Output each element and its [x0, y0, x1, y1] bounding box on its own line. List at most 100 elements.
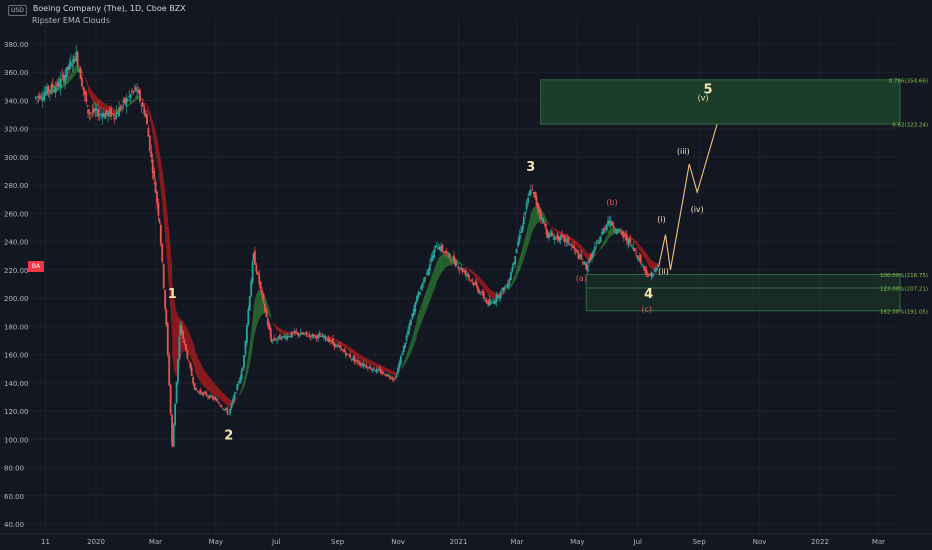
- ema-cloud-segment: [523, 236, 526, 260]
- candle-body: [644, 266, 646, 271]
- y-tick-label: 200.00: [4, 295, 29, 303]
- candle-body: [248, 296, 251, 311]
- candle-body: [522, 216, 525, 225]
- ema-cloud-segment: [121, 108, 124, 111]
- ema-cloud-segment: [191, 338, 194, 364]
- indicator-name[interactable]: Ripster EMA Clouds: [32, 16, 110, 25]
- candle-body: [498, 296, 501, 298]
- ema-cloud-segment: [112, 107, 114, 114]
- ema-cloud-segment: [274, 323, 276, 329]
- y-tick-label: 260.00: [4, 210, 29, 218]
- candle-body: [115, 112, 118, 119]
- candle-body: [549, 233, 552, 235]
- candle-body: [488, 299, 491, 306]
- candle-body: [92, 108, 95, 113]
- ema-cloud-segment: [134, 95, 136, 102]
- candle-body: [94, 108, 97, 111]
- candle-body: [318, 333, 321, 336]
- candle-body: [34, 97, 37, 98]
- candle-body: [321, 335, 324, 338]
- candle-body: [514, 256, 517, 264]
- ema-cloud-segment: [445, 253, 447, 269]
- ema-cloud-segment: [557, 230, 560, 235]
- candle-body: [650, 272, 653, 277]
- candle-body: [58, 83, 61, 86]
- candle-body: [150, 151, 153, 158]
- candle-body: [74, 59, 77, 62]
- candle-body: [233, 393, 236, 400]
- candle-body: [430, 257, 433, 262]
- candle-body: [428, 264, 431, 271]
- candle-body: [308, 335, 311, 337]
- candle-body: [581, 262, 584, 264]
- ema-cloud-segment: [556, 229, 558, 234]
- ema-cloud-segment: [72, 69, 74, 79]
- x-tick-label: 2020: [87, 538, 105, 546]
- ema-cloud-segment: [639, 244, 641, 253]
- candle-body: [324, 337, 327, 339]
- ema-cloud-segment: [234, 398, 236, 404]
- symbol-title[interactable]: Boeing Company (The), 1D, Cboe BZX: [32, 4, 186, 13]
- candle-body: [494, 300, 496, 305]
- ema-cloud-segment: [478, 275, 480, 283]
- ema-cloud-segment: [83, 73, 85, 78]
- candle-body: [602, 228, 605, 234]
- ema-cloud-segment: [482, 280, 484, 289]
- candle-body: [157, 202, 160, 216]
- ema-cloud-segment: [432, 269, 435, 294]
- ema-cloud-segment: [648, 257, 651, 268]
- candle-body: [574, 248, 577, 251]
- candle-body: [491, 301, 493, 303]
- ema-cloud-segment: [253, 299, 255, 341]
- ema-cloud-segment: [166, 203, 168, 270]
- ema-cloud-segment: [473, 271, 476, 278]
- candle-body: [652, 273, 654, 278]
- ema-cloud-segment: [210, 379, 213, 394]
- candle-body: [258, 273, 261, 284]
- candle-body: [298, 334, 301, 337]
- ema-cloud-segment: [209, 377, 211, 393]
- price-axis[interactable]: 380.00 360.00 340.00 320.00 300.00 280.00 260.…: [4, 41, 29, 529]
- candle-body: [71, 65, 74, 66]
- candle-body: [477, 286, 479, 292]
- ema-cloud-segment: [158, 144, 160, 180]
- x-tick-label: 2022: [811, 538, 829, 546]
- ema-cloud-segment: [356, 352, 358, 359]
- ema-cloud-segment: [160, 159, 163, 204]
- ema-cloud-segment: [325, 335, 328, 338]
- candle-body: [216, 398, 219, 402]
- candle-body: [518, 235, 521, 242]
- candle-body: [245, 324, 248, 343]
- ema-cloud-segment: [142, 99, 145, 102]
- price-badge: BA: [28, 261, 44, 272]
- candles: [34, 44, 659, 448]
- candle-body: [154, 181, 157, 193]
- candle-body: [95, 108, 98, 111]
- ema-cloud-segment: [530, 209, 533, 237]
- candle-body: [301, 332, 304, 335]
- ema-cloud-segment: [528, 219, 530, 246]
- candle-body: [172, 424, 175, 447]
- ema-cloud-segment: [640, 246, 643, 255]
- candle-body: [311, 334, 314, 336]
- candle-body: [123, 97, 126, 104]
- candle-body: [88, 112, 91, 114]
- ema-cloud-segment: [575, 240, 578, 247]
- candle-body: [164, 290, 167, 310]
- ema-cloud-segment: [123, 107, 125, 110]
- candle-body: [565, 239, 568, 243]
- ema-cloud-segment: [654, 262, 656, 270]
- ema-cloud-segment: [459, 261, 462, 265]
- ema-cloud-segment: [577, 241, 579, 249]
- candle-body: [76, 52, 79, 67]
- candle-body: [457, 266, 460, 269]
- candle-body: [254, 250, 256, 265]
- ema-cloud-segment: [207, 375, 210, 392]
- ema-cloud-segment: [357, 353, 360, 359]
- time-axis[interactable]: 11 2020 Mar May Jul Sep Nov 2021 Mar May Jul Sep Nov…: [0, 533, 932, 546]
- ema-cloud-segment: [510, 281, 513, 288]
- candle-body: [295, 331, 298, 333]
- candle-body: [545, 228, 548, 235]
- candle-body: [139, 90, 141, 102]
